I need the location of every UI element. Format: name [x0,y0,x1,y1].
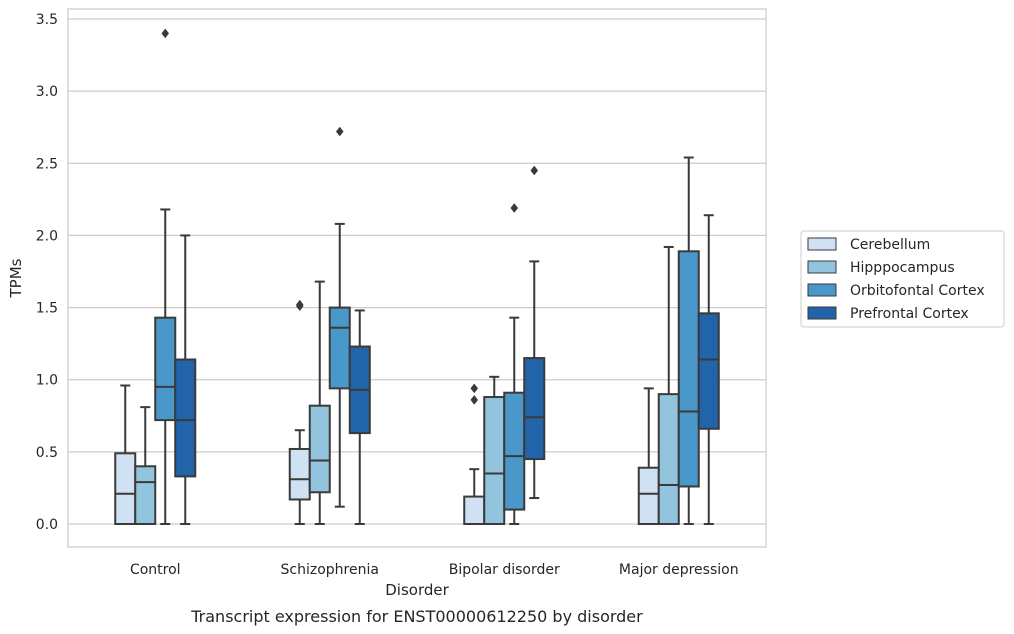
x-tick-label: Bipolar disorder [449,562,560,578]
legend-label: Orbitofontal Cortex [850,283,985,299]
y-tick-labels: 0.0 0.5 1.0 1.5 2.0 2.5 3.0 3.5 [36,12,58,533]
y-axis-title: TPMs [7,258,25,298]
y-tick-label: 3.0 [36,84,58,100]
chart-caption: Transcript expression for ENST0000061225… [190,607,643,626]
box-body [503,391,526,511]
box-body [328,306,351,390]
legend-label: Cerebellum [850,237,930,253]
x-tick-label: Control [130,562,181,578]
box-0-3 [174,234,197,525]
box-1-2 [328,126,351,508]
legend-label: Prefrontal Cortex [850,306,969,322]
box-body [463,495,486,526]
box-groups [114,28,720,526]
outlier-point [510,203,519,213]
box-3-2 [677,156,700,525]
outlier-point [335,126,344,137]
outlier-point [161,28,170,39]
plot-frame [67,8,767,548]
box-body [483,396,506,525]
box-1-0 [288,299,311,525]
box-body [134,465,157,525]
outlier-point [470,395,479,405]
y-tick-label: 0.5 [36,445,58,461]
box-1-3 [348,309,371,525]
x-tick-label: Schizophrenia [281,562,379,578]
legend-swatch [807,237,837,251]
x-tick-label: Major depression [619,562,739,578]
box-2-2 [503,203,526,525]
box-body [114,452,137,525]
box-body [308,404,331,494]
box-body [677,250,700,488]
y-tick-label: 0.0 [36,517,58,533]
outlier-point [470,383,479,394]
outlier-point [530,165,539,176]
legend-frame [800,230,1005,328]
box-body [174,358,197,478]
y-tick-label: 2.0 [36,228,58,244]
box-body [523,357,546,461]
legend: Cerebellum Hipppocampus Orbitofontal Corte… [800,230,1005,328]
box-body [657,393,680,525]
y-tick-label: 3.5 [36,12,58,28]
legend-swatch [807,260,837,274]
outlier-point [295,299,304,310]
x-tick-labels: Control Schizophrenia Bipolar disorder Majo… [130,562,739,578]
box-body [288,447,311,501]
box-3-3 [697,214,720,525]
box-body [697,312,720,430]
x-axis-title: Disorder [385,581,449,599]
legend-label: Hipppocampus [850,260,955,276]
legend-swatch [807,306,837,320]
y-tick-label: 1.5 [36,301,58,317]
box-2-3 [523,165,546,500]
box-0-2 [154,28,177,525]
y-tick-label: 2.5 [36,156,58,172]
y-tick-label: 1.0 [36,373,58,389]
box-0-0 [114,384,137,525]
box-2-1 [483,375,506,525]
box-body [637,466,660,526]
box-1-1 [308,280,331,525]
legend-swatch [807,283,837,297]
box-0-1 [134,406,157,525]
box-body [154,316,177,422]
box-2-0 [463,383,486,526]
